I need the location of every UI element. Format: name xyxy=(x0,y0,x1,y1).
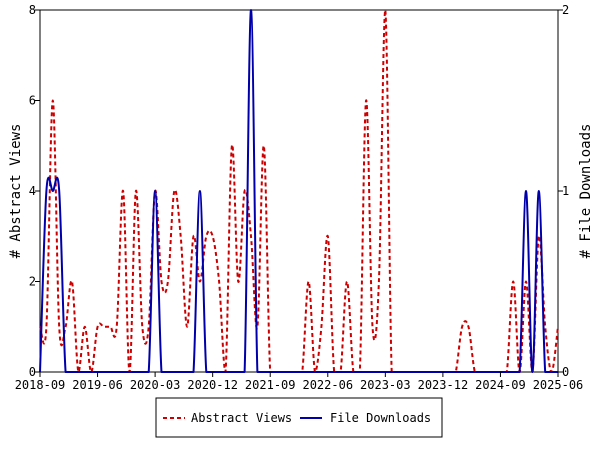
legend-label-abstract-views: Abstract Views xyxy=(191,411,292,425)
x-tick-label: 2023-03 xyxy=(360,378,411,392)
y-left-tick-label: 6 xyxy=(29,94,36,108)
x-tick-label: 2025-06 xyxy=(533,378,584,392)
x-tick-label: 2020-12 xyxy=(187,378,238,392)
x-tick-label: 2021-09 xyxy=(245,378,296,392)
y-left-tick-label: 2 xyxy=(29,275,36,289)
x-tick-label: 2022-06 xyxy=(302,378,353,392)
y-left-tick-label: 8 xyxy=(29,3,36,17)
x-tick-label: 2018-09 xyxy=(15,378,66,392)
y-right-tick-label: 1 xyxy=(562,184,569,198)
series-line-file-downloads xyxy=(39,9,558,373)
y-axis-left-title: # Abstract Views xyxy=(8,124,24,259)
legend-label-file-downloads: File Downloads xyxy=(330,411,431,425)
y-left-tick-label: 0 xyxy=(29,365,36,379)
x-tick-label: 2024-09 xyxy=(475,378,526,392)
legend-box xyxy=(155,397,443,438)
ticks-layer: 2018-09 2019-06 2020-03 2020-12 2021-09 2022-… xyxy=(15,3,584,392)
y-right-tick-label: 2 xyxy=(562,3,569,17)
legend: Abstract Views File Downloads xyxy=(155,397,443,438)
y-left-tick-label: 4 xyxy=(29,184,36,198)
x-tick-label: 2019-06 xyxy=(72,378,123,392)
y-right-tick-label: 0 xyxy=(562,365,569,379)
y-axis-right-title: # File Downloads xyxy=(578,124,594,259)
x-tick-label: 2023-12 xyxy=(418,378,469,392)
series-layer xyxy=(39,9,559,373)
x-tick-label: 2020-03 xyxy=(130,378,181,392)
